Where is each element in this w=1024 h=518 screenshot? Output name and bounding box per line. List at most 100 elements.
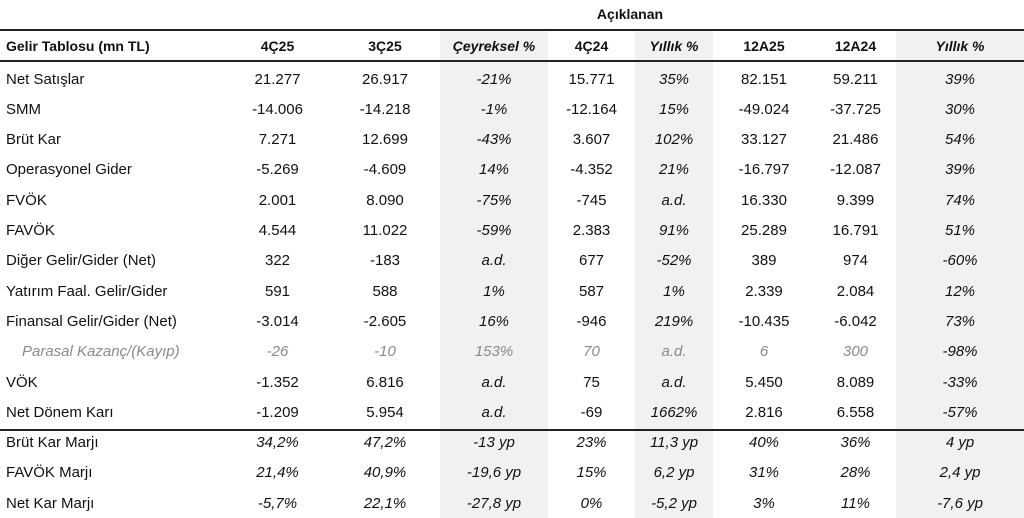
table-row: Diğer Gelir/Gider (Net) 322 -183 a.d. 677 -52… (0, 246, 1024, 276)
table-cell: -183 (369, 252, 401, 270)
table-cell: a.d. (481, 373, 507, 391)
header-ceyreksel: Çeyreksel % (452, 38, 536, 54)
table-cell: 219% (654, 312, 694, 330)
table-cell: -69 (580, 403, 603, 421)
table-cell: 74% (944, 191, 976, 209)
table-cell: 14% (478, 161, 510, 179)
table-row: Net Satışlar 21.277 26.917 -21% 15.771 35% 82.… (0, 64, 1024, 94)
header-4c24: 4Ç24 (574, 38, 609, 54)
table-cell: 40,9% (363, 464, 407, 482)
table-cell: -33% (942, 373, 978, 391)
table-cell: -75% (476, 191, 512, 209)
table-cell: 15% (658, 100, 690, 118)
table-cell: 974 (842, 252, 869, 270)
table-cell: 21.486 (832, 131, 879, 149)
table-cell: 322 (264, 252, 291, 270)
table-cell: 16.330 (741, 191, 787, 209)
table-cell: 4.544 (258, 222, 297, 239)
table-cell: 9.399 (836, 191, 875, 209)
table-cell: 12.699 (362, 131, 408, 149)
table-cell: 82.151 (741, 70, 787, 88)
table-cell: 39% (944, 161, 976, 179)
table-cell: 31% (748, 464, 780, 482)
table-cell: 153% (474, 343, 514, 361)
table-cell: 1% (483, 282, 505, 300)
table-row: Brüt Kar 7.271 12.699 -43% 3.607 102% 33.127 21… (0, 125, 1024, 155)
table-cell: -12.164 (566, 100, 617, 118)
table-cell: 15.771 (568, 70, 615, 88)
table-cell: 6,2 yp (653, 464, 695, 482)
row-label: Net Kar Marjı (6, 494, 95, 512)
table-cell: 21,4% (256, 464, 299, 482)
table-cell: 91% (658, 222, 690, 239)
table-cell: 677 (578, 252, 605, 270)
table-row: Brüt Kar Marjı 34,2% 47,2% -13 yp 23% 11,3 yp… (0, 428, 1024, 458)
row-label: Brüt Kar Marjı (6, 434, 99, 452)
table-cell: -6.042 (834, 312, 877, 330)
table-cell: a.d. (661, 191, 687, 209)
table-cell: -946 (576, 312, 607, 330)
table-cell: 3% (753, 494, 775, 512)
table-cell: 591 (264, 282, 291, 300)
table-cell: -12.087 (830, 161, 881, 179)
table-cell: -60% (942, 252, 978, 270)
table-row: Finansal Gelir/Gider (Net) -3.014 -2.605 16… (0, 306, 1024, 336)
table-row: Net Kar Marjı -5,7% 22,1% -27,8 yp 0% -5,2 yp… (0, 488, 1024, 518)
table-cell: 587 (578, 282, 605, 300)
row-label: Yatırım Faal. Gelir/Gider (6, 282, 168, 300)
table-cell: -27,8 yp (466, 494, 522, 512)
table-cell: a.d. (481, 403, 507, 421)
header-12a24: 12A24 (834, 38, 877, 54)
table-row: FAVÖK 4.544 11.022 -59% 2.383 91% 25.289 16.791… (0, 216, 1024, 246)
table-cell: 22,1% (363, 494, 407, 512)
table-cell: 7.271 (258, 131, 297, 149)
table-cell: 4 yp (945, 434, 975, 452)
row-label: Operasyonel Gider (6, 161, 132, 179)
table-cell: -43% (476, 131, 512, 149)
table-cell: a.d. (661, 343, 687, 361)
table-cell: 25.289 (741, 222, 787, 239)
table-cell: 2,4 yp (939, 464, 981, 482)
table-cell: 1662% (650, 403, 698, 421)
table-cell: -745 (576, 191, 607, 209)
row-label: Diğer Gelir/Gider (Net) (6, 252, 157, 270)
table-cell: 21% (658, 161, 690, 179)
row-label: Net Satışlar (6, 70, 85, 88)
table-cell: a.d. (661, 373, 687, 391)
header-12a25: 12A25 (743, 38, 785, 54)
table-cell: a.d. (481, 252, 507, 270)
row-label: Net Dönem Karı (6, 403, 114, 421)
divider-header (0, 60, 1024, 62)
shade-yillik-quarter (635, 30, 713, 518)
table-cell: -37.725 (830, 100, 881, 118)
table-cell: 33.127 (741, 131, 787, 149)
table-cell: -13 yp (473, 434, 515, 452)
row-label: Parasal Kazanç/(Kayıp) (22, 343, 180, 361)
table-cell: 102% (654, 131, 694, 149)
table-cell: 2.084 (836, 282, 875, 300)
table-cell: 2.001 (258, 191, 297, 209)
table-cell: 6 (759, 343, 769, 361)
table-cell: -14.218 (359, 100, 411, 118)
table-cell: 5.954 (366, 403, 404, 421)
table-cell: 26.917 (362, 70, 408, 88)
table-cell: -26 (266, 343, 289, 361)
table-row: FAVÖK Marjı 21,4% 40,9% -19,6 yp 15% 6,2 yp 31… (0, 458, 1024, 488)
header-3c25: 3Ç25 (368, 38, 402, 54)
table-cell: 300 (842, 343, 869, 361)
table-cell: -1.352 (256, 373, 299, 391)
table-cell: 40% (748, 434, 780, 452)
table-row: VÖK -1.352 6.816 a.d. 75 a.d. 5.450 8.089 -33% (0, 367, 1024, 397)
table-cell: 3.607 (572, 131, 611, 149)
table-cell: 11.022 (362, 222, 408, 239)
table-cell: -1% (480, 100, 508, 118)
header-4c25: 4Ç25 (260, 38, 295, 54)
table-row: Operasyonel Gider -5.269 -4.609 14% -4.352 21… (0, 155, 1024, 185)
table-cell: 30% (944, 100, 976, 118)
table-cell: -10 (374, 343, 396, 361)
table-cell: -2.605 (363, 312, 407, 330)
table-cell: -10.435 (738, 312, 790, 330)
table-cell: 51% (944, 222, 976, 239)
table-cell: -4.352 (570, 161, 613, 179)
table-cell: 11% (841, 494, 870, 512)
